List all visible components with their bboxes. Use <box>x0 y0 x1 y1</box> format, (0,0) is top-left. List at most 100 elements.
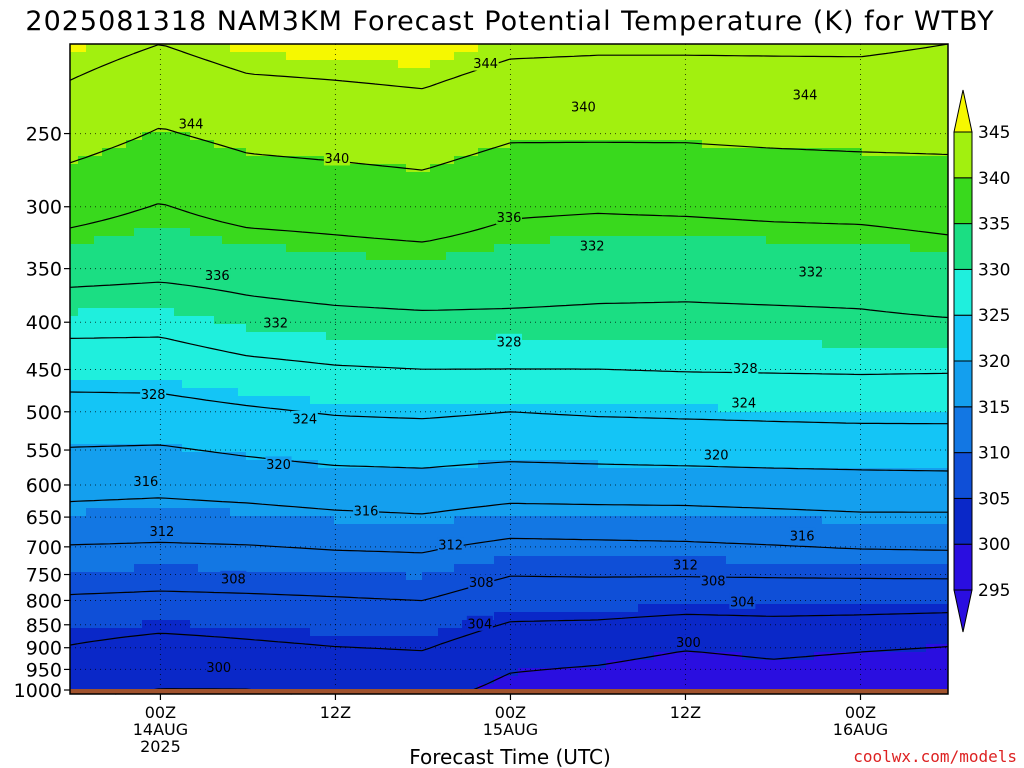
x-tick-label: 12Z <box>320 703 351 722</box>
contour-label-bg <box>265 456 292 472</box>
colorbar-tick-label: 300 <box>978 535 1010 555</box>
contour-label: 312 <box>438 539 463 554</box>
contour-label: 336 <box>497 211 522 226</box>
contour-label: 312 <box>673 558 698 573</box>
colorbar-tick-label: 325 <box>978 306 1010 326</box>
contour-label-bg <box>148 523 175 539</box>
contour-label-bg <box>472 55 499 71</box>
colorbar-bin <box>953 268 973 316</box>
contour-label-bg <box>789 527 816 543</box>
x-tick-label: 15AUG <box>483 720 538 739</box>
y-tick-label: 750 <box>26 565 62 587</box>
colorbar-bin <box>953 360 973 408</box>
contour-label-bg <box>730 394 757 410</box>
contour-label-bg <box>496 209 522 225</box>
colorbar: 295 300 305 310 315 320 325 330 335 340 345 <box>953 89 1010 633</box>
contour-label-bg <box>262 315 289 331</box>
contour-line-304 <box>69 612 949 652</box>
contour-line-308 <box>69 575 948 602</box>
contour-label-bg <box>729 593 756 609</box>
contour-label-bg <box>205 659 232 675</box>
colorbar-tick-label: 330 <box>978 260 1010 280</box>
contour-label: 308 <box>701 574 726 589</box>
colorbar-bin <box>953 452 973 499</box>
y-tick-label: 650 <box>26 507 62 529</box>
colorbar-tick-label: 320 <box>978 352 1010 372</box>
contour-label-bg <box>579 238 606 254</box>
x-tick-label: 2025 <box>140 737 181 756</box>
contour-label: 344 <box>793 88 818 103</box>
credit-link[interactable]: coolwx.com/models <box>853 747 1017 766</box>
contour-label: 340 <box>571 101 596 116</box>
contour-label: 328 <box>733 362 758 377</box>
x-tick-label: 00Z <box>845 703 876 722</box>
y-tick-label: 950 <box>26 659 62 681</box>
contour-label-bg <box>468 574 495 590</box>
chart-title: 2025081318 NAM3KM Forecast Potential Tem… <box>25 6 994 37</box>
y-tick-label: 350 <box>26 259 62 281</box>
contour-label-bg <box>291 410 318 426</box>
y-tick-label: 800 <box>26 590 62 612</box>
y-tick-label: 300 <box>26 197 62 219</box>
contour-label-bg <box>703 447 730 463</box>
contour-label-bg <box>132 473 159 489</box>
contour-label-bg <box>353 502 380 518</box>
colorbar-tick-label: 340 <box>978 169 1010 189</box>
x-axis-label: Forecast Time (UTC) <box>409 745 611 768</box>
contour-label: 324 <box>292 412 317 427</box>
contour-label: 316 <box>354 504 379 519</box>
theta-contour-lines <box>69 43 949 695</box>
colorbar-bin <box>953 497 973 545</box>
contour-label-bg <box>797 264 824 280</box>
contour-label-bg <box>204 267 231 283</box>
y-tick-label: 700 <box>26 537 62 559</box>
contour-label: 344 <box>179 117 204 132</box>
contour-line-332 <box>69 281 949 319</box>
contour-label-bg <box>700 572 727 588</box>
contour-label: 300 <box>206 661 231 676</box>
colorbar-tick-label: 315 <box>978 398 1010 418</box>
colorbar-extend-max <box>953 89 973 133</box>
theta-filled-contours <box>70 44 949 695</box>
y-tick-label: 850 <box>26 615 62 637</box>
contour-label-bg <box>323 150 350 166</box>
x-tick-label: 12Z <box>670 703 701 722</box>
colorbar-bin <box>953 406 973 454</box>
contour-label: 304 <box>467 617 492 632</box>
y-tick-label: 500 <box>26 402 62 424</box>
contour-label-bg <box>570 99 597 115</box>
contour-label-bg <box>178 115 205 131</box>
contour-label-bg <box>675 634 702 650</box>
colorbar-tick-label: 310 <box>978 444 1010 464</box>
contour-line-336 <box>69 203 949 243</box>
colorbar-bin <box>953 314 973 362</box>
contour-label-bg <box>672 556 699 572</box>
contour-label-bg <box>466 615 493 631</box>
colorbar-tick-label: 345 <box>978 123 1010 143</box>
contour-label-bg <box>437 537 464 553</box>
colorbar-bin <box>953 131 973 179</box>
contour-label: 332 <box>580 240 605 255</box>
y-tick-label: 550 <box>26 440 62 462</box>
contour-label-bg <box>496 333 522 349</box>
y-tick-label: 450 <box>26 359 62 381</box>
contour-line-340 <box>69 127 949 171</box>
contour-label: 320 <box>704 449 729 464</box>
contour-label: 328 <box>497 335 522 350</box>
x-tick-label: 00Z <box>145 703 176 722</box>
contour-line-324 <box>69 391 948 425</box>
terrain-ground <box>70 689 948 694</box>
colorbar-tick-label: 305 <box>978 489 1010 509</box>
x-tick-label: 00Z <box>495 703 526 722</box>
contour-label: 344 <box>473 57 498 72</box>
colorbar-tick-label: 295 <box>978 581 1010 601</box>
colorbar-bin <box>953 177 973 225</box>
pressure-axis: 2503003504004505005506006507007508008509… <box>14 124 70 702</box>
y-tick-label: 400 <box>26 312 62 334</box>
contour-label: 328 <box>141 388 166 403</box>
plot-grid <box>70 44 948 694</box>
contour-label: 340 <box>324 152 349 167</box>
contour-label: 308 <box>221 572 246 587</box>
